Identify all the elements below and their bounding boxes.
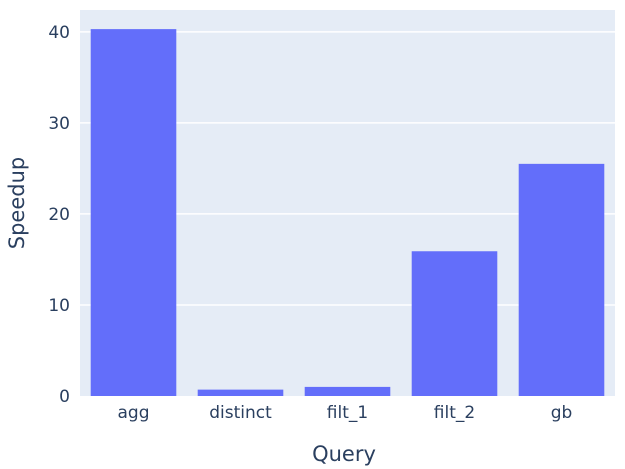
- bar-agg[interactable]: [90, 29, 177, 397]
- x-tick-label: agg: [118, 403, 150, 423]
- bar-filt_1[interactable]: [304, 386, 391, 396]
- bars: [90, 29, 605, 397]
- x-axis-ticks: agg distinct filt_1 filt_2 gb: [118, 403, 573, 423]
- y-axis-title: Speedup: [5, 157, 29, 249]
- bar-distinct[interactable]: [197, 389, 284, 396]
- x-tick-label: filt_1: [327, 403, 368, 423]
- x-tick-label: distinct: [209, 403, 272, 423]
- x-axis-title: Query: [312, 442, 376, 466]
- bar-gb[interactable]: [518, 163, 605, 396]
- y-tick-label: 40: [48, 23, 70, 43]
- bar-filt_2[interactable]: [411, 251, 498, 396]
- x-tick-label: gb: [551, 403, 573, 423]
- x-tick-label: filt_2: [434, 403, 475, 423]
- y-axis-ticks: 0 10 20 30 40: [48, 23, 70, 407]
- y-tick-label: 0: [59, 387, 70, 407]
- y-tick-label: 10: [48, 296, 70, 316]
- y-tick-label: 20: [48, 205, 70, 225]
- y-tick-label: 30: [48, 114, 70, 134]
